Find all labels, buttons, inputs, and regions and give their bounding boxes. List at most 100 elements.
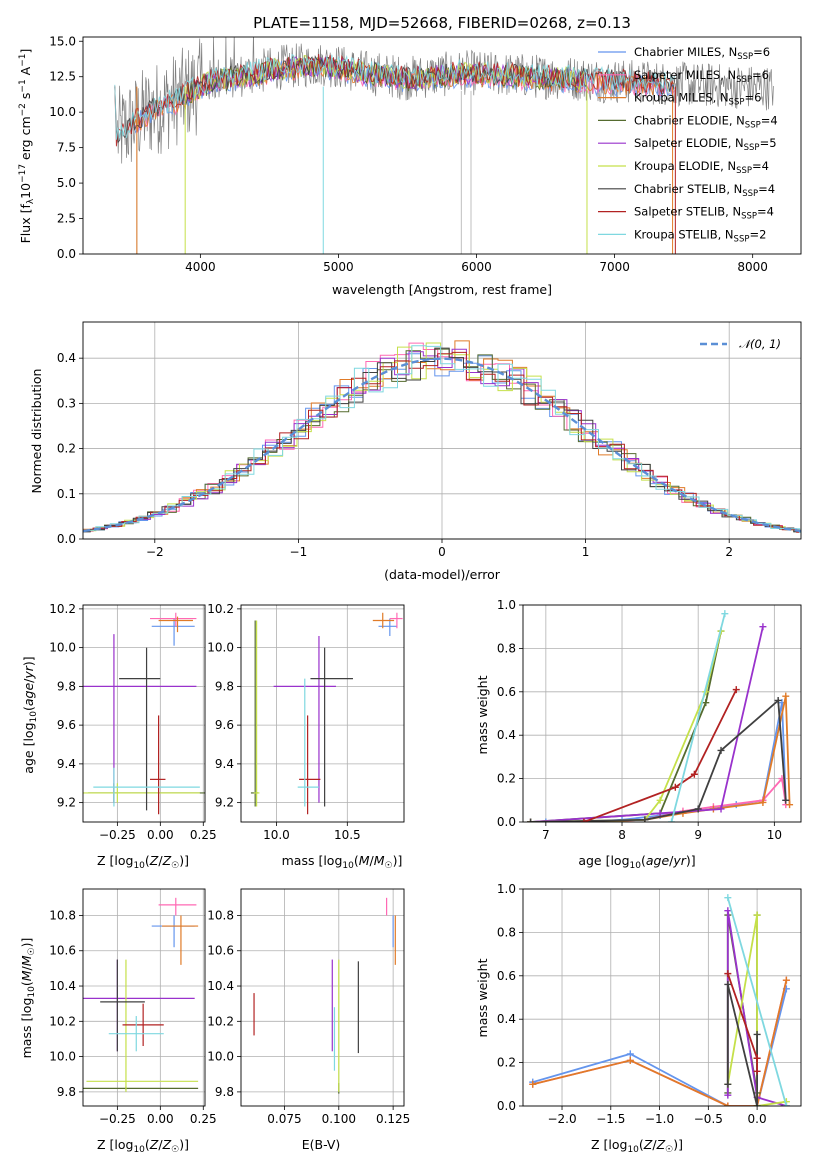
age_vs_mass-xtick-label: 10.0 [263,828,290,842]
mass-weight-marker [753,1067,761,1075]
mass_vs_EBV-axes: 0.075 0.100 0.125 9.8 10.0 10.2 10.4 10.6 10.8 [207,888,410,1126]
legend-label: Kroupa STELIB, NSSP=2 [634,227,766,244]
spectrum-ytick-label: 5.0 [57,176,76,190]
residual-plot-area: −2 −1 0 1 2 0.0 0.1 0.2 0.3 0.4 𝒩(0, 1) [57,321,802,559]
mass-weight-marker [724,980,732,988]
mass-weight-line [530,630,722,822]
massweight_vs_age-xtick-label: 7 [542,828,550,842]
mass-weight-marker [671,783,679,791]
model-spectrum-line [114,55,676,144]
spectrum-frame [82,36,802,255]
mass-weight-marker [786,801,794,809]
mass-weight-marker [527,818,535,822]
mass-weight-marker [724,970,732,978]
mass-weight-marker [724,1091,732,1099]
mass-weight-marker [759,798,767,806]
mass-weight-marker [641,816,649,822]
mass_vs_Z-content [83,897,199,1092]
mass_vs_EBV-ytick-label: 10.2 [207,1014,234,1028]
spectrum-panel: PLATE=1158, MJD=52668, FIBERID=0268, z=0… [18,14,802,297]
mass-weight-marker [529,1080,537,1088]
mass_vs_Z-xtick-label: 0.25 [190,1112,217,1126]
mass-weight-marker [656,796,664,804]
mass-weight-marker [753,911,761,919]
mass-weight-line [532,979,788,1106]
mass_vs_Z-axes: −0.25 0.00 0.25 9.8 10.0 10.2 10.4 10.6 10.8 [49,888,217,1126]
residuals-xtick-label: 1 [582,545,590,559]
massweight_vs_age-xtick-label: 9 [694,828,702,842]
age_vs_mass-ytick-label: 9.6 [215,718,234,732]
mass-weight-line [583,689,738,822]
mass_vs_EBV-xtick-label: 0.075 [267,1112,301,1126]
mass-weight-marker [690,770,698,778]
spectrum-axes: 4000 5000 6000 7000 8000 0.0 2.5 5.0 7.5 10.0 12.5… [49,34,802,274]
residuals-ytick-label: 0.1 [57,487,76,501]
age_vs_Z-ytick-label: 9.6 [57,718,76,732]
mass-weight-marker [724,907,732,915]
parameter-panels: −0.25 0.00 0.259.29.49.69.810.010.210.0 10.… [49,598,802,1126]
spectrum-ytick-label: 7.5 [57,141,76,155]
massweight_vs_age-ytick-label: 0.4 [497,728,516,742]
age_vs_mass-content [250,612,403,815]
mass-weight-marker [753,1102,761,1106]
mass_vs_Z-ytick-label: 10.4 [49,979,76,993]
mass-weight-marker [702,699,710,707]
spectrum-content [114,37,774,254]
residual-histogram-step [83,340,801,532]
massweight_vs_Z-frame [522,888,802,1107]
mass-weight-marker [732,686,740,694]
legend-label: Chabrier ELODIE, NSSP=4 [634,113,778,130]
mass-weight-marker [717,746,725,754]
age_vs_mass-ytick-label: 10.2 [207,602,234,616]
mass-weight-marker [782,692,790,700]
massweight_vs_age-xtick-label: 8 [618,828,626,842]
mass-z-xlabel: Z [log10(Z/Z☉)] [97,1137,189,1155]
massweight_vs_age-ytick-label: 0.2 [497,772,516,786]
mw-z-xlabel: Z [log10(Z/Z☉)] [591,1137,683,1155]
massweight_vs_age-content [527,610,794,822]
massweight_vs_age-ytick-label: 0.0 [497,815,516,829]
massweight_vs_Z-ytick-label: 0.0 [497,1099,516,1113]
spectrum-plot-area: 4000 5000 6000 7000 8000 0.0 2.5 5.0 7.5 10.0 12.5… [49,34,802,274]
gaussian-curve [83,357,801,533]
massweight_vs_Z-xtick-label: −0.5 [694,1112,723,1126]
massweight_vs_Z-axes: −2.0 −1.5 −1.0 −0.5 0.0 0.0 0.2 0.4 0.6 0.8 1.0 [497,882,802,1126]
mass-ebv-xlabel: E(B-V) [302,1137,341,1152]
spectrum-xtick-label: 5000 [323,260,354,274]
mass-weight-marker [717,805,725,813]
spectrum-ytick-label: 2.5 [57,212,76,226]
mass-weight-line [530,630,722,822]
mass-weight-line [530,626,764,822]
spectrum-xtick-label: 6000 [461,260,492,274]
legend-label: Kroupa MILES, NSSP=6 [634,91,761,108]
mass-weight-line [726,897,788,1106]
age_vs_mass-xtick-label: 10.5 [334,828,361,842]
massweight_vs_Z-ytick-label: 1.0 [497,882,516,896]
mass_vs_Z-ytick-label: 9.8 [57,1085,76,1099]
age_vs_mass-axes: 10.0 10.5 9.2 9.4 9.6 9.8 10.0 10.2 [207,602,405,842]
age_vs_mass-frame [240,604,405,823]
legend-label: Salpeter MILES, NSSP=6 [634,68,769,85]
massweight_vs_age-ytick-label: 0.8 [497,641,516,655]
legend-label: Salpeter ELODIE, NSSP=5 [634,136,777,153]
age_vs_Z-ytick-label: 9.8 [57,679,76,693]
spectrum-ylabel: Flux [fλ10−17 erg cm−2 s−1 A−1] [18,49,36,244]
massweight_vs_Z-xtick-label: 0.0 [748,1112,767,1126]
residuals-ytick-label: 0.3 [57,396,76,410]
age_vs_Z-ytick-label: 10.0 [49,641,76,655]
mass_vs_EBV-ytick-label: 9.8 [215,1085,234,1099]
age-z-ylabel: age [log10(age/yr)] [21,656,39,773]
legend-label: Kroupa ELODIE, NSSP=4 [634,159,769,176]
legend-label: Salpeter STELIB, NSSP=4 [634,205,774,222]
mass_vs_EBV-ytick-label: 10.8 [207,908,234,922]
mass-weight-marker [774,696,782,704]
spectrum-ytick-label: 10.0 [49,105,76,119]
residual-histogram-panel: −2 −1 0 1 2 0.0 0.1 0.2 0.3 0.4 𝒩(0, 1) (data-mode… [29,321,802,582]
residual-ylabel: Normed distribution [29,369,44,494]
residuals-ytick-label: 0.4 [57,351,76,365]
age_vs_Z-xtick-label: −0.25 [99,828,136,842]
model-spectrum-line [114,53,676,147]
mass-weight-marker [668,818,676,822]
mass-weight-marker [542,818,550,822]
age_vs_Z-xtick-label: 0.00 [147,828,174,842]
